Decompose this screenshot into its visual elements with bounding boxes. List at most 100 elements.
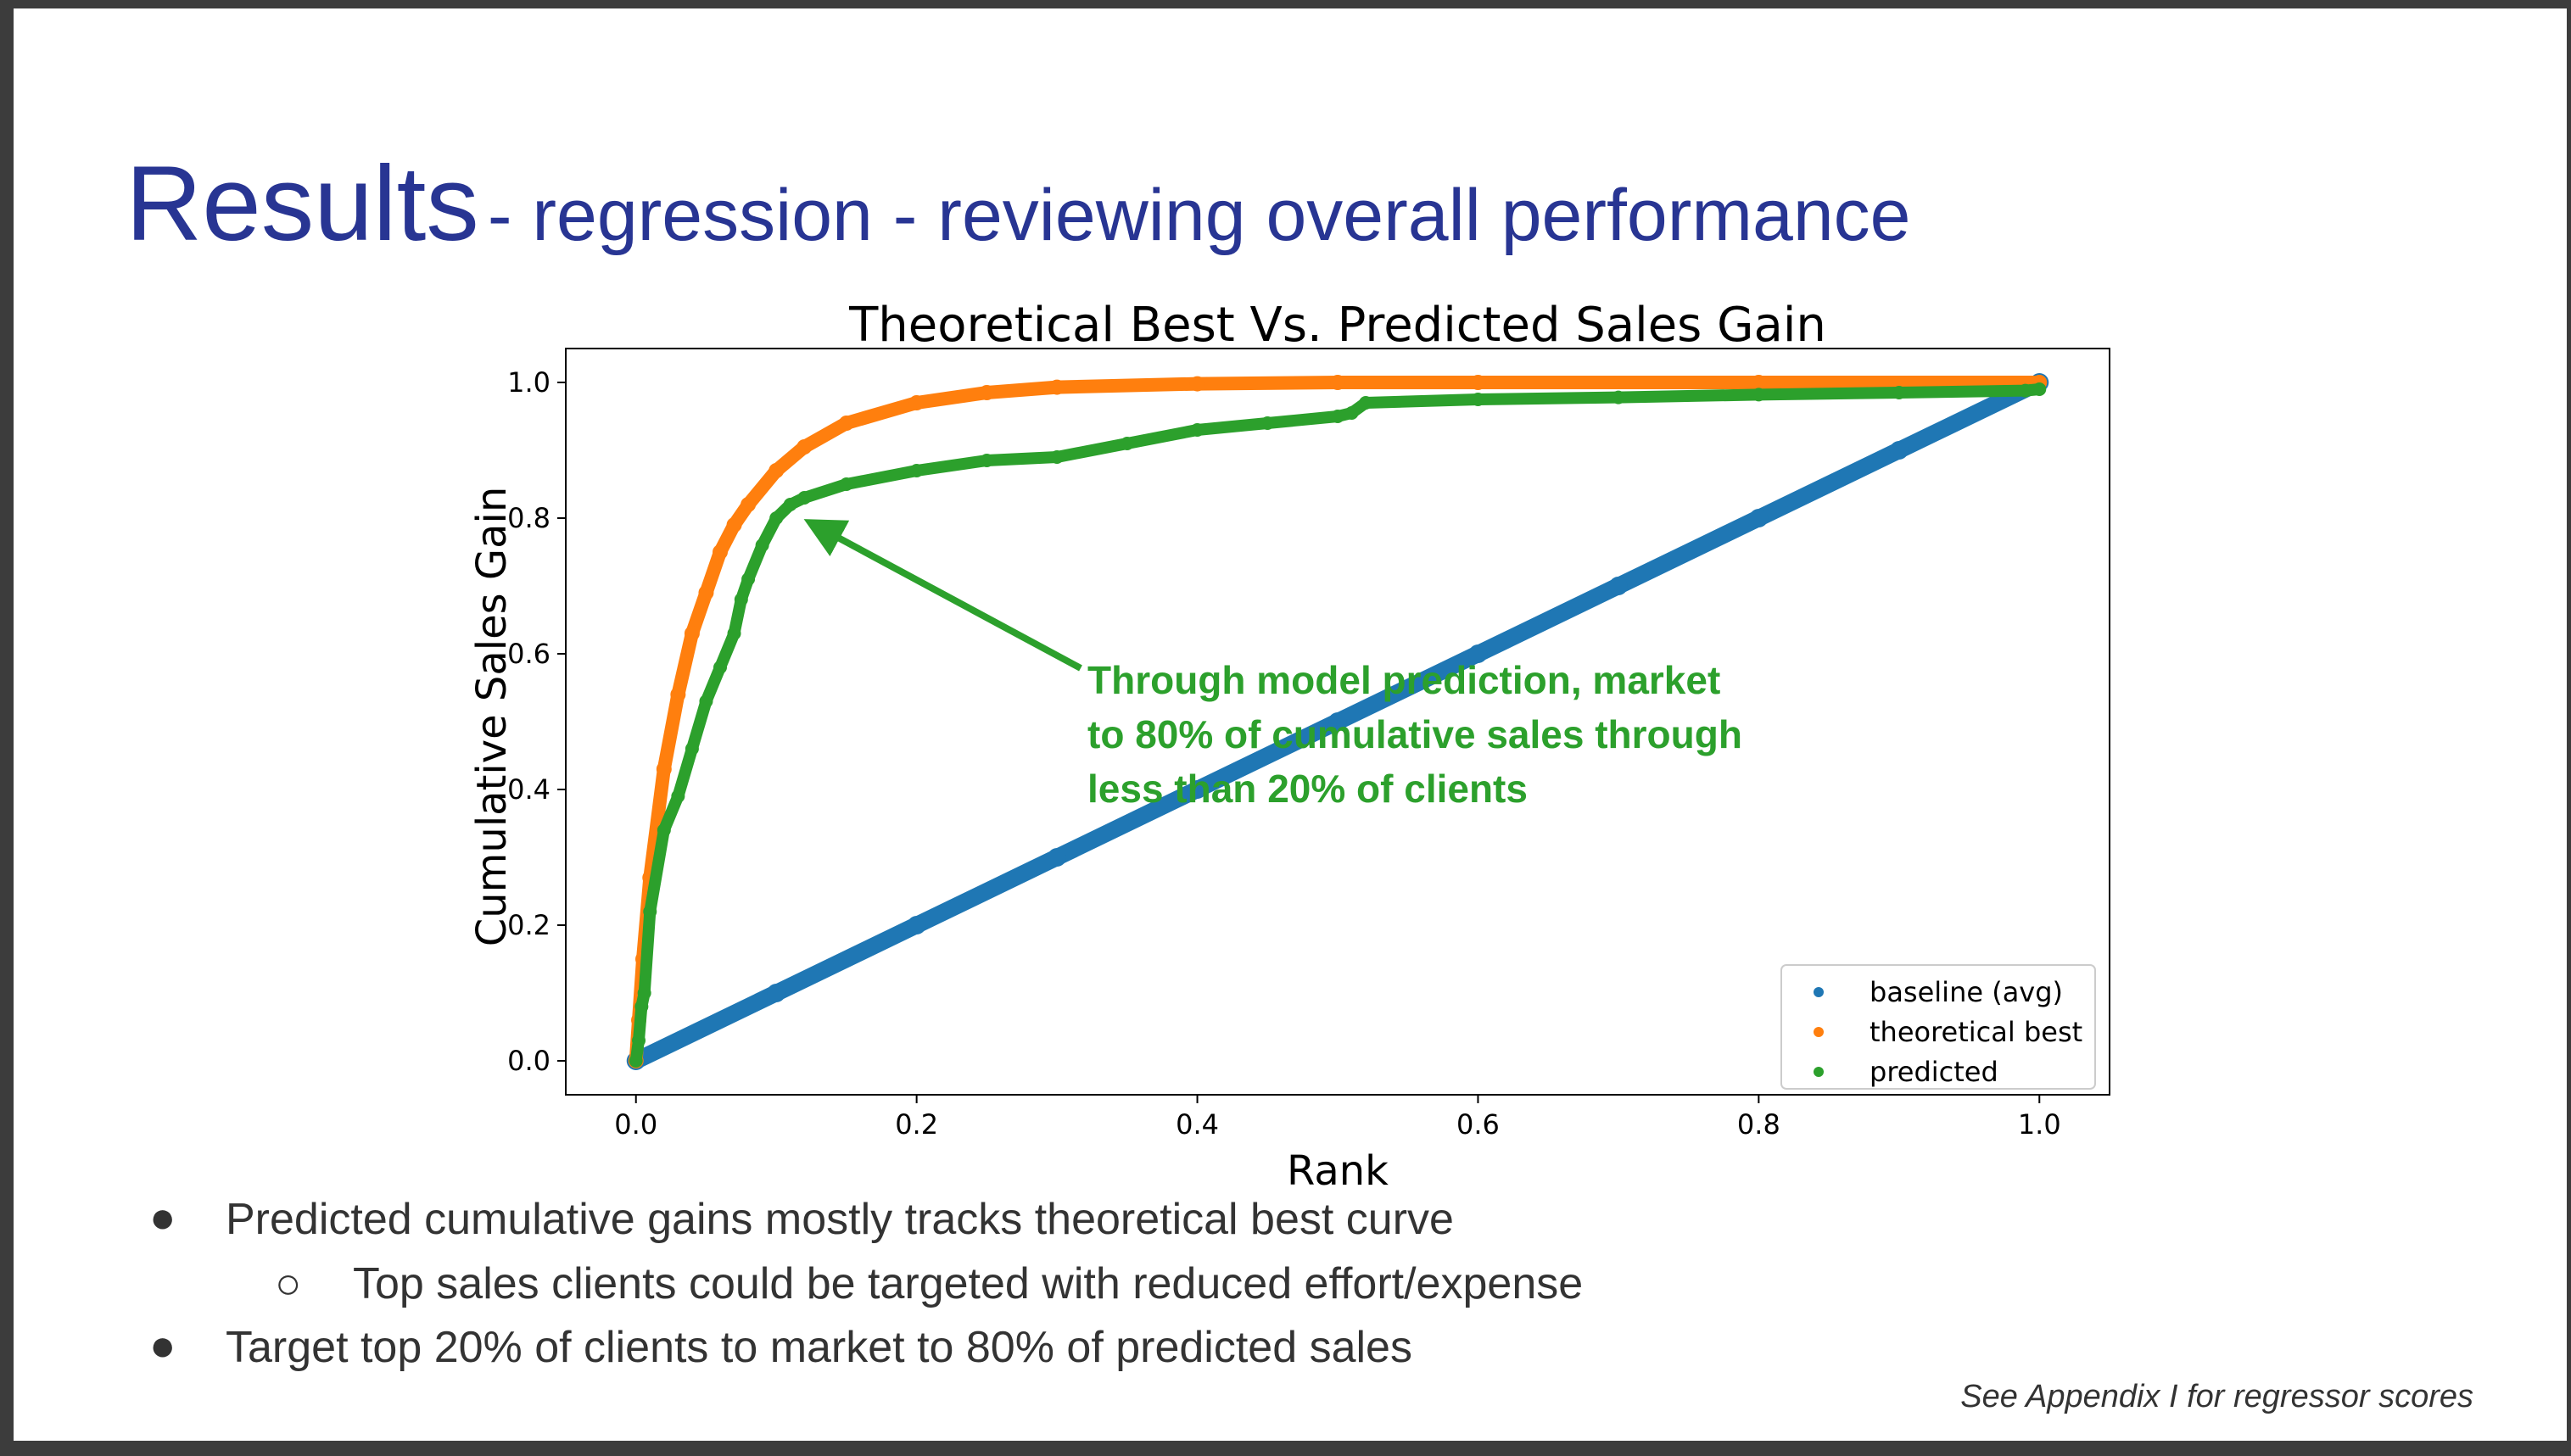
x-tick-label: 1.0 [2018,1108,2061,1141]
data-point [685,742,699,756]
bullet-disc-icon: ● [149,1193,176,1242]
series-theoretical-best-line [629,376,2047,1068]
y-tick-label: 0.8 [507,502,551,534]
x-tick-label: 0.4 [1176,1108,1219,1141]
data-point [741,497,757,512]
legend-label: baseline (avg) [1870,976,2063,1008]
data-point [1751,375,1767,390]
data-point [2032,382,2047,396]
data-point [632,1034,646,1047]
y-tick-label: 0.4 [507,773,551,806]
y-tick-label: 1.0 [507,366,551,399]
data-point [1749,509,1769,527]
bullet-item-1: ● Predicted cumulative gains mostly trac… [149,1195,1454,1244]
data-point [1048,848,1067,867]
title-subtitle: - regression - reviewing overall perform… [487,175,1911,256]
annotation-text: less than 20% of clients [1087,767,1528,811]
y-tick-label: 0.6 [507,638,551,670]
bullet-circle-icon: ○ [275,1259,302,1308]
data-point [1330,375,1345,390]
data-point [656,761,672,777]
legend-box [1780,964,2096,1090]
footnote: See Appendix I for regressor scores [1960,1379,2473,1414]
data-point [670,687,686,702]
data-point [1889,441,1909,460]
bullet-item-2: ○ Top sales clients could be targeted wi… [275,1259,1584,1308]
bullet-disc-icon: ● [149,1321,176,1370]
data-point [1471,393,1485,406]
data-point [741,572,756,586]
data-point [1344,406,1359,420]
data-point [767,984,786,1002]
legend-label: predicted [1870,1056,1998,1088]
data-point [727,627,741,640]
data-point [671,789,685,803]
data-point [1260,416,1275,430]
data-point [657,823,671,837]
x-tick-label: 0.0 [614,1108,657,1141]
y-tick-label: 0.2 [507,909,551,941]
cumulative-gain-chart: Theoretical Best Vs. Predicted Sales Gai… [468,298,2110,1195]
plot-frame [565,348,2110,1096]
data-point [699,695,713,708]
data-point [838,416,854,431]
data-point [734,593,748,606]
legend-marker [1814,1067,1824,1077]
y-axis-label: Cumulative Sales Gain [468,487,516,947]
data-point [643,905,657,918]
data-point [796,439,813,455]
bullet-text: Top sales clients could be targeted with… [353,1259,1584,1308]
data-point [1189,376,1205,392]
data-point [1188,780,1207,799]
data-point [797,491,812,505]
data-point [2018,383,2032,398]
x-axis-label: Rank [1287,1147,1389,1195]
data-point [1190,423,1204,437]
y-tick-label: 0.0 [507,1045,551,1077]
data-point [634,1000,649,1013]
x-tick-label: 0.8 [1737,1108,1780,1141]
data-point [1120,437,1134,450]
data-point [637,986,651,1000]
chart-title: Theoretical Best Vs. Predicted Sales Gai… [848,298,1826,353]
x-tick-label: 0.2 [895,1108,938,1141]
bullet-text: Predicted cumulative gains mostly tracks… [226,1195,1454,1244]
data-point [713,544,728,560]
slide-title: Results - regression - reviewing overall … [126,151,1910,257]
legend-marker [1814,987,1824,997]
annotation-text: to 80% of cumulative sales through [1087,712,1742,756]
data-point [908,395,925,410]
data-point [1359,396,1373,410]
data-point [980,454,994,467]
data-point [684,626,700,641]
data-point [1470,375,1486,390]
bullet-item-3: ● Target top 20% of clients to market to… [149,1323,1412,1372]
data-point [839,477,853,491]
title-main: Results [126,145,479,263]
data-point [769,511,784,525]
data-point [1049,379,1065,395]
data-point [1328,712,1347,731]
data-point [1608,577,1628,595]
data-point [629,1054,643,1068]
data-point [1050,450,1065,464]
data-point [1331,410,1344,423]
data-point [979,385,995,400]
annotation-arrow [803,519,1082,672]
data-point [1892,386,1906,399]
data-point [907,916,926,934]
legend-label: theoretical best [1870,1016,2082,1048]
annotation-text: Through model prediction, market [1087,658,1720,702]
legend-marker [1814,1027,1824,1037]
data-point [1611,390,1625,404]
data-point [713,661,727,674]
data-point [783,498,797,511]
data-point [1752,388,1766,402]
bullet-text: Target top 20% of clients to market to 8… [226,1323,1412,1372]
x-tick-label: 0.6 [1456,1108,1500,1141]
data-point [755,538,769,552]
data-point [769,463,785,478]
data-point [909,464,924,477]
data-point [726,517,742,533]
data-point [1468,644,1488,663]
